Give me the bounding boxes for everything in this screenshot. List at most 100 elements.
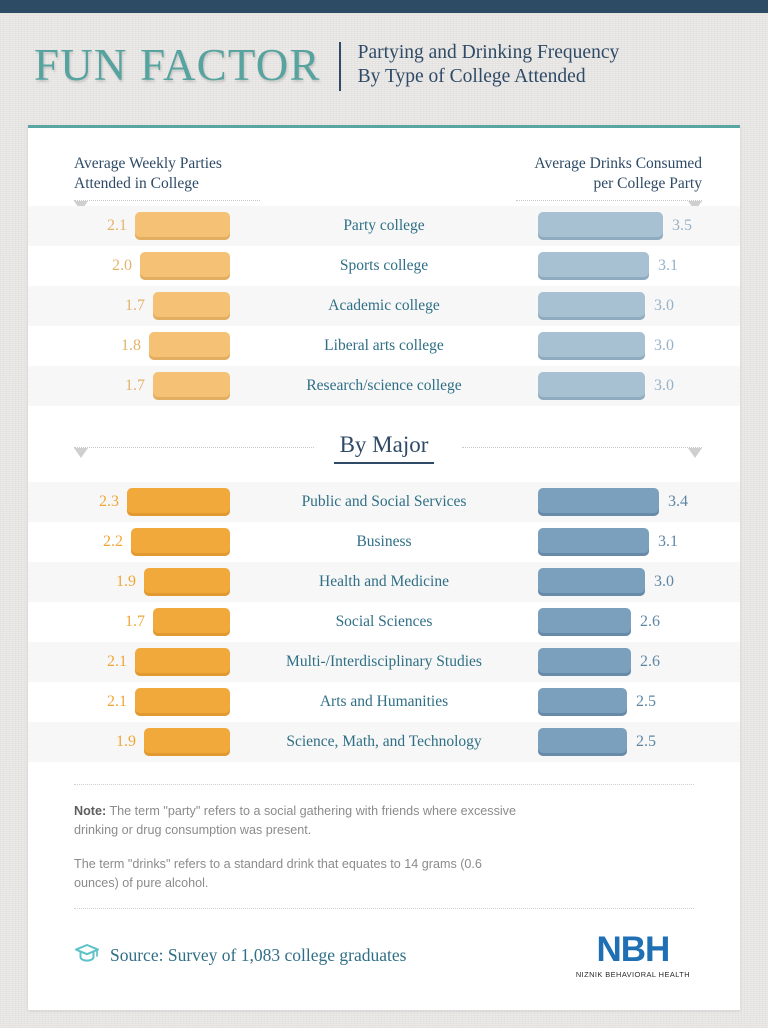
table-row: 2.3 Public and Social Services 3.4 bbox=[28, 482, 740, 522]
page-subtitle: Partying and Drinking Frequency By Type … bbox=[341, 41, 620, 89]
table-row: 2.2 Business 3.1 bbox=[28, 522, 740, 562]
drinks-bar bbox=[538, 568, 645, 596]
category-label: Arts and Humanities bbox=[319, 693, 449, 710]
table-row: 2.0 Sports college 3.1 bbox=[28, 246, 740, 286]
parties-bar bbox=[131, 528, 230, 556]
drinks-cell: 3.4 bbox=[538, 488, 740, 516]
drinks-bar bbox=[538, 648, 631, 676]
triangle-down-icon bbox=[74, 448, 88, 458]
guide-left-dots bbox=[74, 200, 260, 201]
parties-bar bbox=[153, 372, 230, 400]
parties-bar bbox=[144, 728, 230, 756]
category-label: Party college bbox=[343, 217, 425, 234]
drinks-bar bbox=[538, 688, 627, 716]
drinks-value: 3.5 bbox=[672, 217, 692, 234]
parties-value: 2.0 bbox=[112, 257, 132, 274]
parties-cell: 1.7 bbox=[28, 372, 230, 400]
drinks-cell: 3.0 bbox=[538, 332, 740, 360]
drinks-bar bbox=[538, 528, 649, 556]
parties-value: 2.1 bbox=[107, 693, 127, 710]
category-label: Business bbox=[356, 533, 412, 550]
table-row: 1.9 Science, Math, and Technology 2.5 bbox=[28, 722, 740, 762]
column-header-drinks-line-1: Average Drinks Consumed bbox=[534, 155, 702, 172]
by-major-heading: By Major bbox=[28, 432, 740, 464]
source-text: Source: Survey of 1,083 college graduate… bbox=[110, 945, 407, 965]
note-label: Note: bbox=[74, 804, 107, 818]
drinks-cell: 3.5 bbox=[538, 212, 740, 240]
drinks-bar bbox=[538, 292, 645, 320]
column-header-drinks-line-2: per College Party bbox=[593, 175, 702, 192]
parties-bar bbox=[153, 608, 230, 636]
parties-cell: 1.7 bbox=[28, 608, 230, 636]
parties-value: 2.2 bbox=[103, 533, 123, 550]
drinks-bar bbox=[538, 372, 645, 400]
drinks-value: 2.5 bbox=[636, 693, 656, 710]
guide-right-dots bbox=[516, 200, 702, 201]
parties-cell: 1.7 bbox=[28, 292, 230, 320]
parties-bar bbox=[149, 332, 230, 360]
drinks-value: 3.0 bbox=[654, 377, 674, 394]
drinks-cell: 3.1 bbox=[538, 528, 740, 556]
footer: Source: Survey of 1,083 college graduate… bbox=[74, 908, 694, 984]
parties-bar bbox=[144, 568, 230, 596]
parties-bar bbox=[135, 688, 230, 716]
notes-section: Note: The term "party" refers to a socia… bbox=[74, 784, 694, 892]
drinks-bar bbox=[538, 332, 645, 360]
drinks-bar bbox=[538, 608, 631, 636]
drinks-cell: 3.0 bbox=[538, 372, 740, 400]
drinks-bar bbox=[538, 728, 627, 756]
table-row: 2.1 Multi-/Interdisciplinary Studies 2.6 bbox=[28, 642, 740, 682]
category-label: Public and Social Services bbox=[301, 493, 467, 510]
parties-value: 2.1 bbox=[107, 653, 127, 670]
category-label: Liberal arts college bbox=[324, 337, 444, 354]
drinks-value: 2.6 bbox=[640, 653, 660, 670]
parties-cell: 2.3 bbox=[28, 488, 230, 516]
category-label: Sports college bbox=[339, 257, 429, 274]
parties-value: 1.7 bbox=[125, 613, 145, 630]
column-header-parties: Average Weekly Parties Attended in Colle… bbox=[74, 154, 222, 194]
nbh-logo-mark: NBH bbox=[596, 929, 671, 969]
parties-cell: 1.8 bbox=[28, 332, 230, 360]
drinks-bar bbox=[538, 212, 663, 240]
parties-bar bbox=[135, 648, 230, 676]
category-label: Health and Medicine bbox=[319, 573, 449, 590]
drinks-cell: 3.0 bbox=[538, 292, 740, 320]
column-header-drinks: Average Drinks Consumed per College Part… bbox=[534, 154, 702, 194]
drinks-cell: 3.0 bbox=[538, 568, 740, 596]
parties-cell: 2.2 bbox=[28, 528, 230, 556]
drinks-value: 3.1 bbox=[658, 533, 678, 550]
parties-cell: 2.0 bbox=[28, 252, 230, 280]
parties-cell: 1.9 bbox=[28, 568, 230, 596]
category-label: Academic college bbox=[328, 297, 440, 314]
nbh-logo-name: NIZNIK BEHAVIORAL HEALTH bbox=[575, 969, 690, 979]
by-major-dots-right bbox=[462, 447, 702, 448]
masthead: FUN FACTOR Partying and Drinking Frequen… bbox=[34, 38, 734, 92]
category-label: Science, Math, and Technology bbox=[286, 733, 482, 750]
by-major-dots-left bbox=[74, 447, 314, 448]
top-accent-bar bbox=[0, 0, 768, 13]
chart-rows-by-major: 2.3 Public and Social Services 3.4 2.2 Busin… bbox=[28, 482, 740, 762]
category-label: Research/science college bbox=[306, 377, 462, 394]
source-line: Source: Survey of 1,083 college graduate… bbox=[74, 942, 406, 969]
parties-cell: 2.1 bbox=[28, 212, 230, 240]
category-label: Multi-/Interdisciplinary Studies bbox=[286, 653, 482, 670]
parties-bar bbox=[153, 292, 230, 320]
parties-cell: 1.9 bbox=[28, 728, 230, 756]
drinks-value: 3.4 bbox=[668, 493, 688, 510]
note-paragraph-2: The term "drinks" refers to a standard d… bbox=[74, 857, 482, 890]
drinks-cell: 2.5 bbox=[538, 728, 740, 756]
table-row: 2.1 Arts and Humanities 2.5 bbox=[28, 682, 740, 722]
subtitle-line-2: By Type of College Attended bbox=[357, 66, 586, 87]
table-row: 1.7 Academic college 3.0 bbox=[28, 286, 740, 326]
table-row: 1.7 Social Sciences 2.6 bbox=[28, 602, 740, 642]
drinks-value: 3.0 bbox=[654, 297, 674, 314]
drinks-value: 2.5 bbox=[636, 733, 656, 750]
drinks-bar bbox=[538, 252, 649, 280]
infographic-card: Average Weekly Parties Attended in Colle… bbox=[28, 125, 740, 1010]
column-header-parties-line-1: Average Weekly Parties bbox=[74, 155, 222, 172]
parties-value: 1.7 bbox=[125, 377, 145, 394]
triangle-down-icon bbox=[688, 448, 702, 458]
title-divider bbox=[338, 42, 341, 91]
drinks-cell: 2.6 bbox=[538, 608, 740, 636]
subtitle-line-1: Partying and Drinking Frequency bbox=[357, 42, 620, 63]
